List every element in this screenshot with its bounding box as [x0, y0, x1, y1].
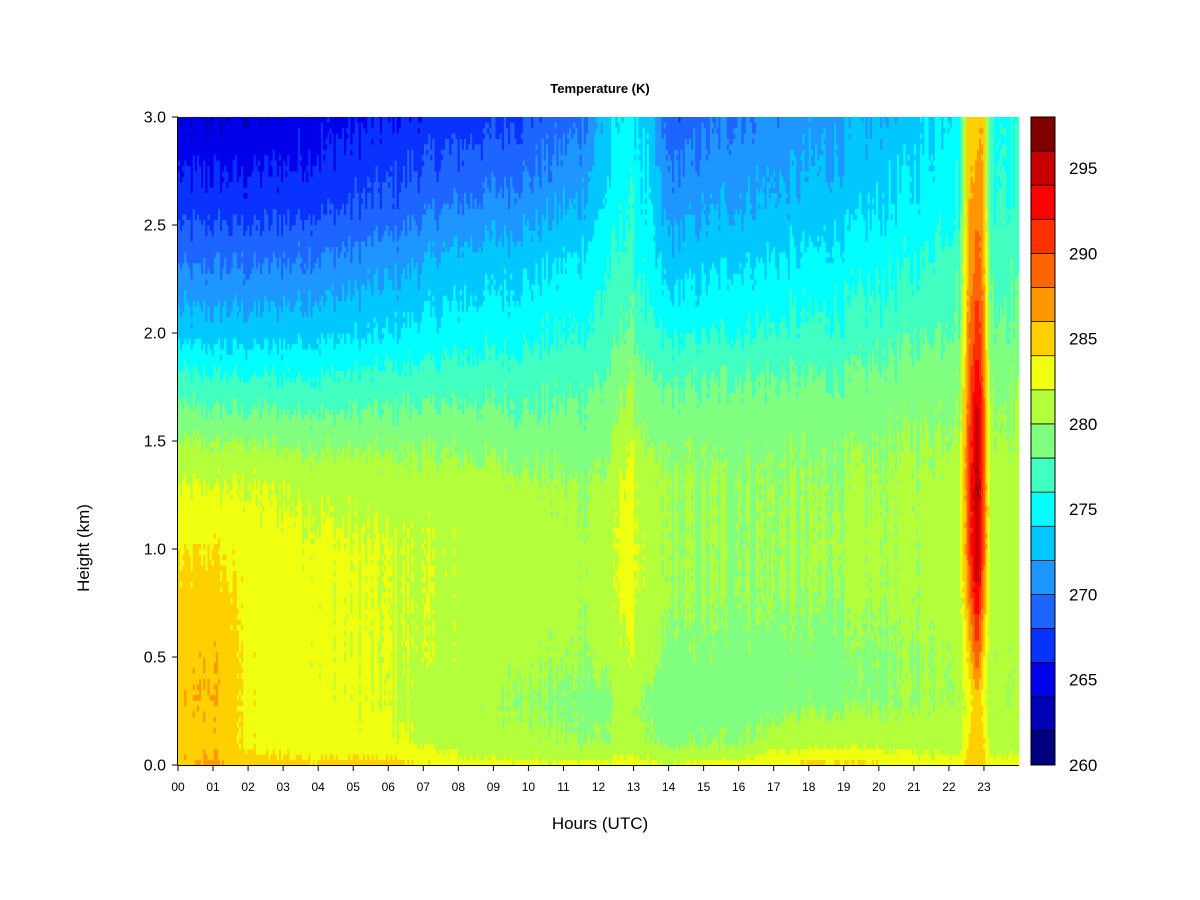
chart-title: Temperature (K)	[550, 81, 649, 96]
heatmap	[178, 117, 1019, 765]
